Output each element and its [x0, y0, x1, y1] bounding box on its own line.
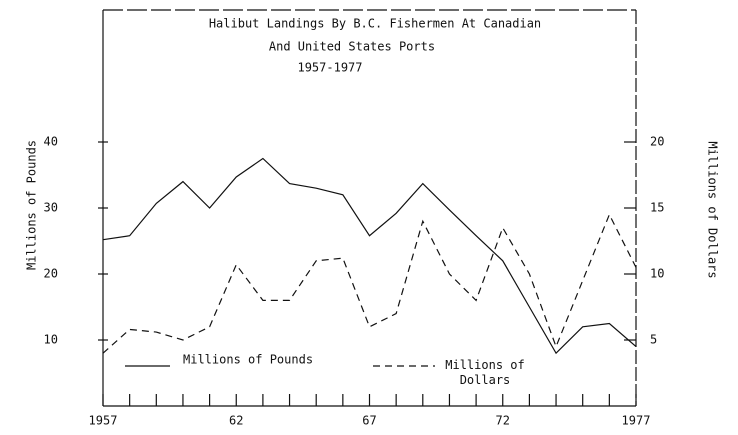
data-line	[102, 213, 637, 354]
x-tick-label: 67	[362, 414, 376, 428]
chart-subtitle: 1957-1977	[297, 61, 362, 75]
y-tick-label: 20	[44, 267, 58, 281]
data-line	[102, 157, 637, 355]
legend-label: Millions of Pounds	[183, 353, 313, 367]
chart-title: Halibut Landings By B.C. Fishermen At Ca…	[209, 17, 541, 31]
x-tick-label: 1957	[89, 414, 118, 428]
legend-label: Millions of Dollars	[445, 358, 525, 387]
y2-tick-label: 15	[650, 201, 664, 215]
y2-tick-label: 10	[650, 267, 664, 281]
y2-axis-label: Millions of Dollars	[706, 141, 720, 278]
y-tick-label: 30	[44, 201, 58, 215]
chart-title: And United States Ports	[269, 40, 435, 54]
x-tick-label: 72	[496, 414, 510, 428]
y-axis-label: Millions of Pounds	[25, 140, 39, 270]
x-tick-label: 1977	[622, 414, 651, 428]
y2-tick-label: 5	[650, 333, 657, 347]
y-tick-label: 40	[44, 135, 58, 149]
y-tick-label: 10	[44, 333, 58, 347]
x-tick-label: 62	[229, 414, 243, 428]
y2-tick-label: 20	[650, 135, 664, 149]
legend-label-box: Millions of Dollars	[445, 358, 525, 387]
